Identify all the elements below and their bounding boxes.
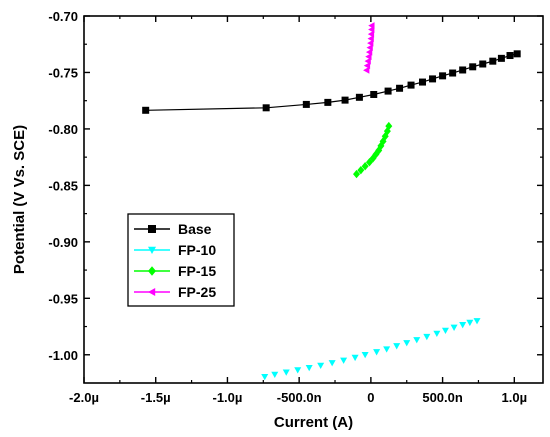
- data-point-fp-15: [377, 141, 385, 151]
- y-tick-label: -0.95: [48, 291, 78, 306]
- data-point-fp-25: [368, 22, 375, 30]
- data-point-base: [355, 93, 363, 101]
- legend-label: FP-10: [178, 242, 216, 258]
- data-point-fp-10: [393, 343, 401, 350]
- data-point-base: [407, 81, 415, 89]
- legend-label: FP-15: [178, 263, 216, 279]
- data-point-base: [506, 52, 514, 60]
- y-tick-label: -0.75: [48, 65, 78, 80]
- data-point-fp-25: [365, 48, 373, 56]
- x-tick-label: -500.0n: [277, 390, 322, 405]
- data-point-fp-10: [271, 371, 279, 379]
- data-point-fp-10: [403, 340, 411, 347]
- data-point-base: [479, 60, 487, 68]
- data-point-base: [384, 87, 392, 95]
- series-fp-25: [363, 22, 375, 74]
- data-point-fp-10: [459, 322, 467, 329]
- legend-item-fp-15: FP-15: [134, 263, 216, 279]
- data-point-fp-25: [365, 53, 372, 61]
- y-tick-label: -0.90: [48, 235, 78, 250]
- series-fp-15: [353, 121, 393, 179]
- series-fp-10: [261, 318, 481, 381]
- y-tick-label: -1.00: [48, 348, 78, 363]
- plot-area: [83, 15, 544, 384]
- data-point-base: [302, 100, 310, 108]
- data-point-fp-15: [353, 169, 361, 179]
- data-point-fp-10: [413, 337, 421, 344]
- legend-item-fp-10: FP-10: [134, 242, 216, 258]
- data-point-fp-10: [441, 327, 449, 334]
- plot-border: [83, 15, 544, 384]
- data-point-base: [513, 50, 521, 58]
- legend-marker-fp-15: [148, 266, 156, 276]
- data-point-fp-25: [364, 57, 371, 65]
- data-point-fp-15: [385, 121, 393, 131]
- data-point-fp-25: [367, 30, 375, 38]
- x-tick-label: 0: [367, 390, 374, 405]
- data-point-fp-10: [351, 354, 359, 362]
- data-point-fp-15: [361, 161, 369, 171]
- legend: Base FP-10 FP-15 FP-25: [127, 213, 235, 307]
- data-point-fp-25: [367, 35, 374, 43]
- data-point-fp-10: [473, 318, 481, 325]
- data-point-fp-10: [433, 330, 441, 338]
- series-base: [142, 50, 521, 114]
- x-tick-label: -2.0µ: [69, 390, 99, 405]
- data-point-fp-10: [466, 319, 474, 327]
- legend-label: FP-25: [178, 284, 216, 300]
- data-point-base: [341, 96, 349, 104]
- data-point-fp-25: [366, 44, 373, 52]
- data-point-fp-25: [363, 66, 370, 74]
- y-tick-label: -0.70: [48, 9, 78, 24]
- series-line-base: [145, 53, 518, 111]
- data-point-base: [469, 63, 477, 71]
- data-point-fp-10: [261, 373, 269, 381]
- x-tick-label: -1.0µ: [212, 390, 242, 405]
- data-point-fp-10: [317, 362, 325, 369]
- data-point-fp-10: [373, 349, 381, 356]
- data-point-fp-10: [423, 333, 431, 341]
- legend-marker-fp-25: [148, 288, 156, 296]
- x-tick-label: -1.5µ: [141, 390, 171, 405]
- data-point-fp-10: [294, 367, 302, 374]
- data-point-base: [439, 72, 447, 80]
- series-layer: [142, 22, 521, 381]
- data-point-base: [419, 78, 427, 86]
- data-point-base: [262, 104, 270, 112]
- data-point-fp-15: [365, 158, 373, 167]
- data-point-fp-25: [367, 39, 374, 47]
- data-point-fp-10: [328, 360, 336, 367]
- data-point-base: [142, 106, 150, 114]
- data-point-fp-10: [305, 364, 313, 372]
- legend-label: Base: [178, 221, 212, 237]
- legend-marker-fp-10: [148, 246, 156, 254]
- x-tick-label: 1.0µ: [502, 390, 528, 405]
- data-point-base: [370, 90, 378, 98]
- data-point-base: [489, 57, 497, 65]
- y-tick-label: -0.85: [48, 178, 78, 193]
- x-tick-label: 500.0n: [422, 390, 463, 405]
- data-point-base: [429, 75, 437, 83]
- data-point-base: [459, 66, 467, 74]
- data-point-fp-25: [363, 62, 371, 70]
- data-point-fp-10: [340, 357, 348, 364]
- data-point-fp-15: [369, 154, 377, 163]
- legend-item-fp-25: FP-25: [134, 284, 216, 300]
- x-axis-title: Current (A): [274, 414, 353, 431]
- axis-ticks: -2.0µ -1.5µ -1.0µ -500.0n 0 500.0n 1.0µ -0.70 -0…: [48, 9, 543, 405]
- y-tick-label: -0.80: [48, 122, 78, 137]
- data-point-fp-10: [383, 346, 391, 353]
- legend-item-base: Base: [134, 221, 212, 237]
- data-point-fp-10: [361, 351, 369, 359]
- data-point-base: [497, 54, 505, 62]
- legend-marker-base: [148, 225, 156, 233]
- data-point-fp-15: [357, 165, 365, 175]
- data-point-base: [324, 98, 332, 106]
- y-axis-title: Potential (V Vs. SCE): [11, 125, 28, 274]
- data-point-base: [396, 84, 404, 92]
- data-point-fp-10: [450, 324, 458, 331]
- data-point-fp-10: [282, 369, 290, 376]
- data-point-base: [449, 69, 457, 77]
